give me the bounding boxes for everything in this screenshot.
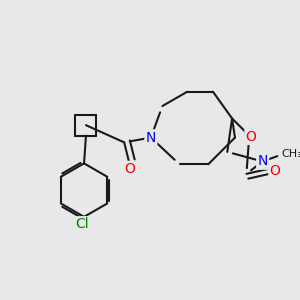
Text: N: N xyxy=(257,154,268,169)
Text: Cl: Cl xyxy=(75,218,89,232)
Text: O: O xyxy=(270,164,280,178)
Text: O: O xyxy=(124,162,135,176)
Text: CH₃: CH₃ xyxy=(281,149,300,159)
Text: N: N xyxy=(146,130,156,145)
Text: O: O xyxy=(246,130,256,144)
